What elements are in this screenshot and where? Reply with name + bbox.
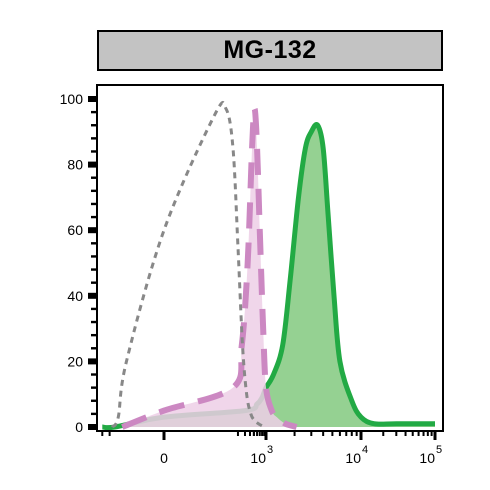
x-minor-tick [109,431,111,436]
x-minor-tick [331,431,333,436]
x-minor-tick [256,431,258,436]
x-minor-tick [237,431,239,436]
y-minor-tick [91,281,97,283]
y-minor-tick [91,242,97,244]
x-tick-label: 10 [250,450,266,466]
x-minor-tick [294,431,296,436]
y-minor-tick [91,216,97,218]
x-tick-exponent: 4 [362,444,368,456]
y-minor-tick [91,203,97,205]
y-minor-tick [91,386,97,388]
y-major-tick [88,293,97,299]
y-major-tick [88,162,97,168]
y-tick-label: 0 [75,419,83,435]
y-tick-label: 80 [67,157,83,173]
y-tick-label: 60 [67,222,83,238]
y-minor-tick [91,190,97,192]
x-tick-exponent: 3 [267,444,273,456]
y-major-tick [88,227,97,233]
y-tick-label: 100 [60,91,84,107]
series-line-2 [102,125,435,428]
x-minor-tick [405,431,407,436]
x-minor-tick [395,431,397,436]
x-minor-tick [431,431,433,436]
y-minor-tick [91,255,97,257]
x-minor-tick [253,431,255,436]
y-minor-tick [91,150,97,152]
y-minor-tick [91,137,97,139]
y-minor-tick [91,124,97,126]
x-minor-tick [339,431,341,436]
y-minor-tick [91,268,97,270]
x-minor-tick [423,431,425,436]
x-minor-tick [244,431,246,436]
x-tick-label: 0 [160,450,168,466]
y-minor-tick [91,111,97,113]
x-minor-tick [427,431,429,436]
x-minor-tick [322,431,324,436]
y-major-tick [88,96,97,102]
y-minor-tick [91,334,97,336]
x-minor-tick [382,431,384,436]
series-layer [102,102,435,427]
x-minor-tick [261,431,263,436]
x-minor-tick [259,431,261,436]
x-minor-tick [351,431,353,436]
x-minor-tick [263,431,265,436]
y-tick-label: 40 [67,288,83,304]
x-tick-label: 10 [345,450,361,466]
x-minor-tick [345,431,347,436]
x-tick-label: 10 [419,450,435,466]
y-tick-label: 20 [67,353,83,369]
x-major-tick [163,431,166,440]
y-major-tick [88,424,97,430]
y-minor-tick [91,308,97,310]
y-minor-tick [91,413,97,415]
x-minor-tick [101,431,103,436]
y-minor-tick [91,321,97,323]
y-major-tick [88,358,97,364]
x-major-tick [434,431,437,440]
y-minor-tick [91,347,97,349]
x-minor-tick [249,431,251,436]
x-minor-tick [418,431,420,436]
y-minor-tick [91,177,97,179]
x-major-tick [360,431,363,440]
y-minor-tick [91,373,97,375]
x-tick-exponent: 5 [436,444,442,456]
x-minor-tick [356,431,358,436]
x-minor-tick [310,431,312,436]
x-minor-tick [412,431,414,436]
y-minor-tick [91,400,97,402]
